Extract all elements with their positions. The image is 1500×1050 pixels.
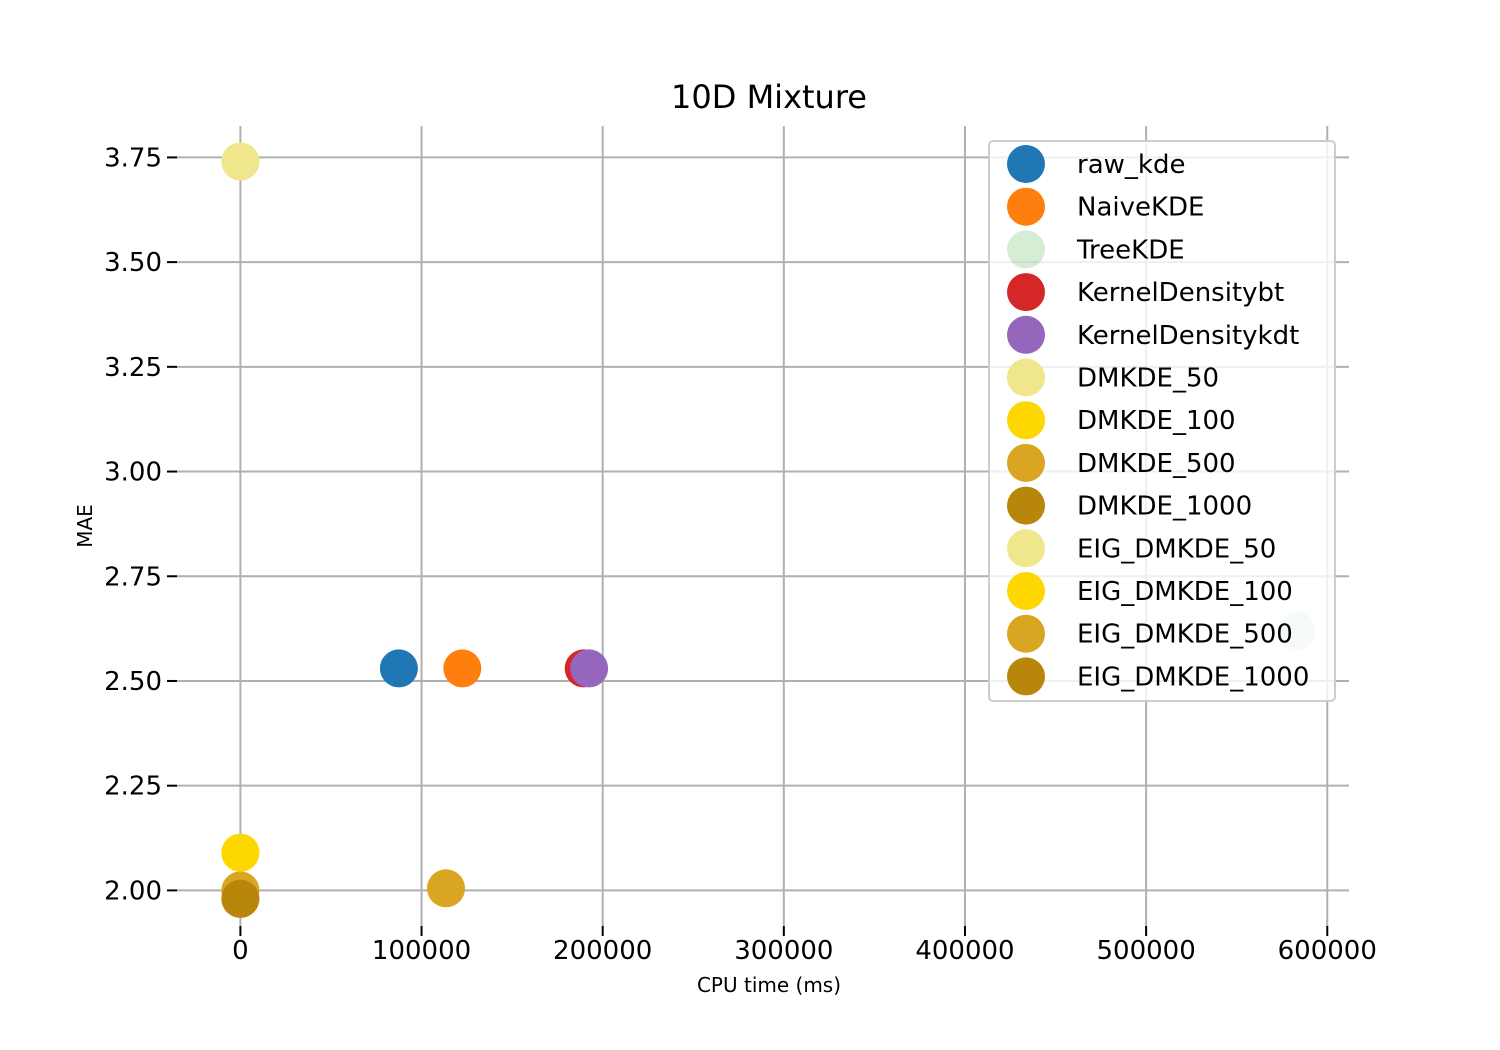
legend-marker-EIG_DMKDE_1000: [1007, 657, 1045, 696]
y-axis-ticks: 2.00 2.25 2.50 2.75 3.00 3.25 3.50 3.75: [104, 143, 177, 906]
legend-marker-TreeKDE: [1007, 230, 1045, 269]
legend-label: EIG_DMKDE_100: [1077, 577, 1293, 607]
y-tick-label: 2.50: [104, 667, 162, 697]
legend-label: KernelDensitykdt: [1077, 321, 1299, 351]
x-tick-label: 600000: [1278, 936, 1377, 966]
x-axis-label: CPU time (ms): [697, 973, 841, 997]
data-point-KernelDensitykdt: [570, 649, 609, 688]
y-axis-label: MAE: [73, 504, 97, 548]
legend-label: KernelDensitybt: [1077, 278, 1284, 308]
x-axis-ticks: 0 100000 200000 300000 400000 500000 600000: [232, 926, 1377, 966]
legend-marker-EIG_DMKDE_500: [1007, 614, 1045, 653]
x-tick-label: 400000: [915, 936, 1014, 966]
legend-marker-NaiveKDE: [1007, 187, 1045, 226]
legend-label: DMKDE_100: [1077, 406, 1236, 436]
y-tick-label: 3.75: [104, 143, 162, 173]
legend-marker-KernelDensitykdt: [1007, 315, 1045, 354]
legend-label: DMKDE_500: [1077, 449, 1236, 479]
legend-label: EIG_DMKDE_1000: [1077, 662, 1309, 692]
legend-marker-raw_kde: [1007, 145, 1045, 183]
legend-marker-DMKDE_500: [1007, 443, 1045, 482]
data-point-EIG_DMKDE_1000: [221, 879, 260, 918]
y-tick-label: 3.00: [104, 458, 162, 488]
legend-box: [988, 140, 1336, 702]
data-point-EIG_DMKDE_500: [426, 869, 465, 908]
chart-title: 10D Mixture: [671, 78, 867, 116]
x-tick-label: 300000: [734, 936, 833, 966]
legend: raw_kde NaiveKDE TreeKDE KernelDensitybt Ker…: [988, 140, 1336, 702]
y-tick-label: 2.25: [104, 772, 162, 802]
y-tick-label: 2.75: [104, 562, 162, 592]
legend-label: EIG_DMKDE_50: [1077, 534, 1276, 564]
y-tick-label: 3.50: [104, 248, 162, 278]
data-point-EIG_DMKDE_100: [221, 833, 260, 872]
x-tick-label: 100000: [372, 936, 471, 966]
x-tick-label: 200000: [553, 936, 652, 966]
legend-label: NaiveKDE: [1077, 193, 1205, 223]
legend-marker-DMKDE_50: [1007, 358, 1045, 397]
data-point-raw_kde: [379, 649, 418, 688]
data-point-NaiveKDE: [443, 649, 482, 688]
data-point-EIG_DMKDE_50: [221, 142, 260, 181]
legend-label: DMKDE_1000: [1077, 492, 1252, 522]
legend-marker-EIG_DMKDE_50: [1007, 529, 1045, 568]
x-tick-label: 500000: [1096, 936, 1195, 966]
y-tick-label: 2.00: [104, 876, 162, 906]
legend-marker-DMKDE_100: [1007, 401, 1045, 440]
legend-label: EIG_DMKDE_500: [1077, 620, 1293, 650]
y-tick-label: 3.25: [104, 353, 162, 383]
legend-marker-EIG_DMKDE_100: [1007, 572, 1045, 610]
x-tick-label: 0: [232, 936, 249, 966]
legend-marker-KernelDensitybt: [1007, 273, 1045, 312]
legend-label: DMKDE_50: [1077, 364, 1219, 394]
legend-label: TreeKDE: [1076, 235, 1185, 265]
legend-marker-DMKDE_1000: [1007, 486, 1045, 525]
legend-label: raw_kde: [1077, 150, 1185, 180]
